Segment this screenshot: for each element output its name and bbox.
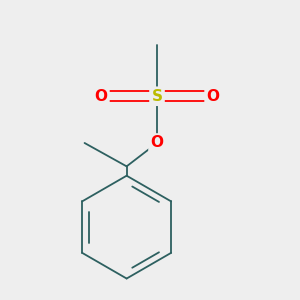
Text: S: S	[152, 89, 163, 104]
Text: O: O	[94, 89, 107, 104]
Text: O: O	[207, 89, 220, 104]
Text: O: O	[151, 136, 164, 151]
